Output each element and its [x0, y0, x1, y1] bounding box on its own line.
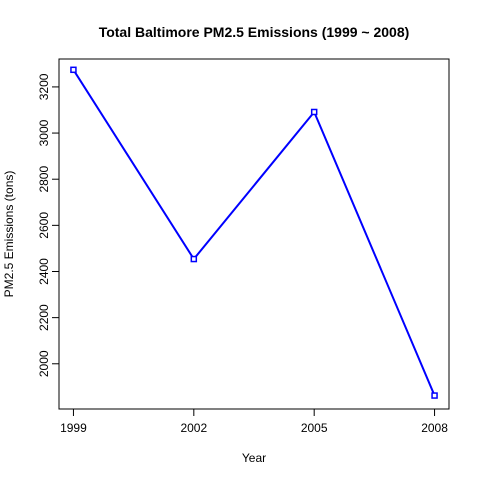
- y-tick-label: 2600: [37, 212, 51, 239]
- y-tick-label: 2400: [37, 258, 51, 285]
- x-tick-label: 1999: [60, 421, 87, 435]
- x-axis-label: Year: [242, 451, 266, 465]
- data-point: [190, 255, 198, 263]
- data-point: [70, 66, 77, 74]
- y-tick-label: 3000: [37, 119, 51, 146]
- y-tick-label: 2000: [37, 350, 51, 377]
- series-line: [72, 69, 436, 396]
- data-series: [70, 66, 438, 399]
- y-axis: 2000 2200 2400 2600 2800 3000 3200: [37, 73, 60, 377]
- data-point: [431, 392, 438, 399]
- chart-title: Total Baltimore PM2.5 Emissions (1999 ~ …: [99, 24, 410, 40]
- data-point: [310, 108, 318, 116]
- plot-frame: [58, 58, 450, 410]
- x-tick-label: 2005: [301, 421, 328, 435]
- y-tick-label: 3200: [37, 73, 51, 100]
- y-axis-label: PM2.5 Emissions (tons): [2, 171, 16, 298]
- y-tick-label: 2800: [37, 166, 51, 193]
- x-axis: 1999 2002 2005 2008: [60, 408, 448, 435]
- x-tick-label: 2008: [421, 421, 448, 435]
- x-tick-label: 2002: [180, 421, 207, 435]
- y-tick-label: 2200: [37, 304, 51, 331]
